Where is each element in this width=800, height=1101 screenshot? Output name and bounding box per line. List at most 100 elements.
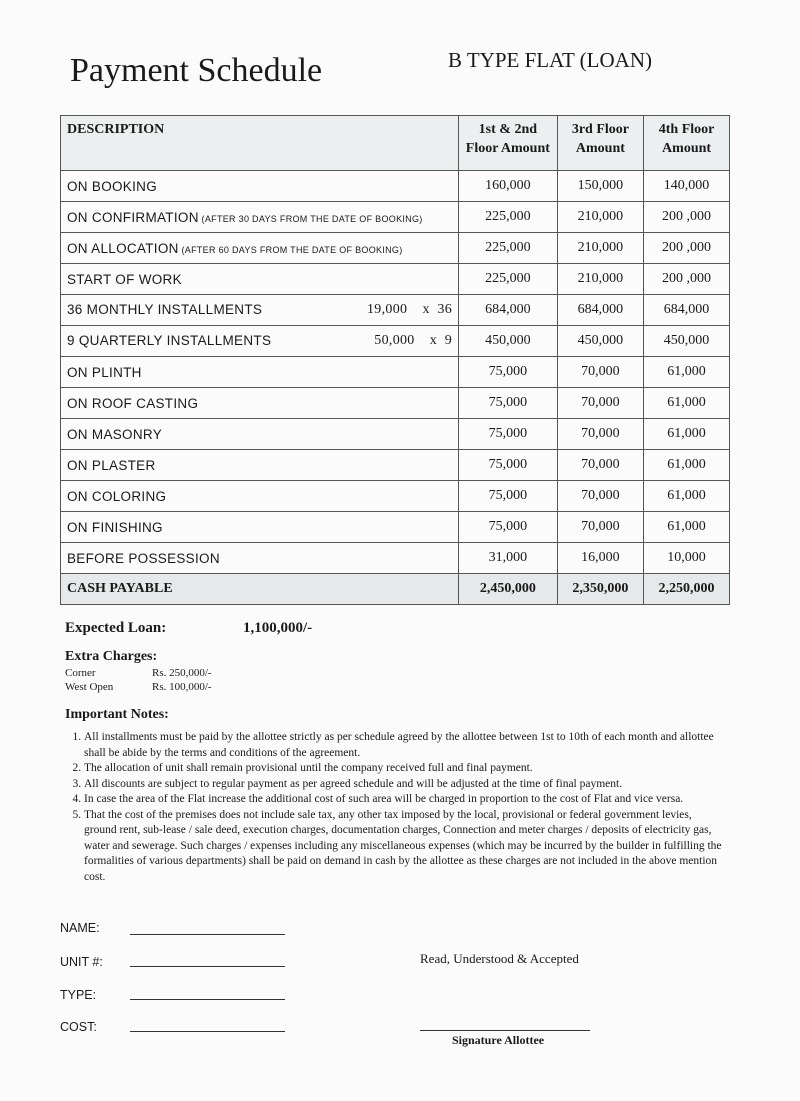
amount-cell: 75,000 [458,449,558,481]
header-floor-4: 4th Floor Amount [643,115,730,171]
row-description: ON PLASTER [60,449,459,481]
note-item: All discounts are subject to regular pay… [84,777,724,793]
amount-cell: 70,000 [556,449,645,481]
table-row: ON PLASTER 75,000 70,000 61,000 [60,449,730,481]
header-floor-3: 3rd Floor Amount [556,115,645,171]
header-floor-1-2: 1st & 2nd Floor Amount [458,115,558,171]
extra-charge-value: Rs. 100,000/- [152,681,212,693]
amount-cell: 684,000 [643,294,730,326]
amount-cell: 16,000 [556,542,645,574]
row-description: ON FINISHING [60,511,459,543]
type-field[interactable] [130,999,285,1000]
extra-charge-value: Rs. 250,000/- [152,667,212,679]
signature-field[interactable] [420,1030,590,1031]
row-label: 36 MONTHLY INSTALLMENTS [67,302,263,317]
row-label: ON PLASTER [67,457,156,473]
amount-cell: 61,000 [643,511,730,543]
amount-cell: 61,000 [643,449,730,481]
amount-cell: 225,000 [458,263,558,295]
installment-rate: 50,000 x 9 [374,333,452,348]
note-item: The allocation of unit shall remain prov… [84,761,724,777]
unit-field[interactable] [130,966,285,967]
table-row: ON FINISHING 75,000 70,000 61,000 [60,511,730,543]
total-amount: 2,450,000 [458,573,558,605]
amount-cell: 210,000 [556,201,645,233]
expected-loan-label: Expected Loan: [65,620,167,636]
signature-label: Signature Allottee [452,1033,545,1047]
amount-cell: 70,000 [556,418,645,450]
name-field[interactable] [130,934,285,935]
extra-charge-label: West Open [65,681,114,693]
cost-label: COST: [60,1020,97,1034]
payment-table: DESCRIPTION 1st & 2nd Floor Amount 3rd F… [60,115,730,605]
amount-cell: 61,000 [643,356,730,388]
row-label: START OF WORK [67,271,182,287]
amount-cell: 70,000 [556,387,645,419]
total-label: CASH PAYABLE [60,573,459,605]
table-row: ON CONFIRMATION (AFTER 30 DAYS FROM THE … [60,201,730,233]
total-amount: 2,250,000 [643,573,730,605]
row-description: ON BOOKING [60,170,459,202]
row-label: ON ROOF CASTING [67,395,199,411]
table-row: ON ROOF CASTING 75,000 70,000 61,000 [60,387,730,419]
note-item: That the cost of the premises does not i… [84,808,724,886]
table-row: BEFORE POSSESSION 31,000 16,000 10,000 [60,542,730,574]
extra-charges-heading: Extra Charges: [65,649,158,664]
amount-cell: 684,000 [458,294,558,326]
amount-cell: 210,000 [556,232,645,264]
amount-cell: 61,000 [643,418,730,450]
amount-cell: 75,000 [458,418,558,450]
extra-charge-label: Corner [65,667,96,679]
table-row: 36 MONTHLY INSTALLMENTS 19,000 x 36 684,00… [60,294,730,326]
row-note: (AFTER 30 DAYS FROM THE DATE OF BOOKING) [198,213,423,224]
table-row: START OF WORK 225,000 210,000 200 ,000 [60,263,730,295]
amount-cell: 61,000 [643,387,730,419]
amount-cell: 210,000 [556,263,645,295]
row-label: ON ALLOCATION [67,240,179,256]
amount-cell: 200 ,000 [643,201,730,233]
amount-cell: 450,000 [458,325,558,357]
amount-cell: 75,000 [458,356,558,388]
amount-cell: 450,000 [556,325,645,357]
row-description: BEFORE POSSESSION [60,542,459,574]
amount-cell: 70,000 [556,480,645,512]
row-note: (AFTER 60 DAYS FROM THE DATE OF BOOKING) [178,244,403,255]
type-label: TYPE: [60,988,97,1002]
row-description: ON MASONRY [60,418,459,450]
notes-list: All installments must be paid by the all… [58,730,724,885]
row-description: ON COLORING [60,480,459,512]
row-label: ON CONFIRMATION [67,209,199,225]
cost-field[interactable] [130,1031,285,1032]
header-description: DESCRIPTION [60,115,459,171]
amount-cell: 200 ,000 [643,232,730,264]
row-description: START OF WORK [60,263,459,295]
table-row: ON BOOKING 160,000 150,000 140,000 [60,170,730,202]
note-item: In case the area of the Flat increase th… [84,792,724,808]
row-description: 36 MONTHLY INSTALLMENTS 19,000 x 36 [60,294,459,326]
notes-heading: Important Notes: [65,707,169,722]
note-item: All installments must be paid by the all… [84,730,724,761]
amount-cell: 31,000 [458,542,558,574]
total-amount: 2,350,000 [556,573,645,605]
amount-cell: 70,000 [556,511,645,543]
accepted-text: Read, Understood & Accepted [420,951,579,966]
row-description: ON PLINTH [60,356,459,388]
row-label: ON PLINTH [67,364,142,380]
row-label: ON BOOKING [67,178,158,194]
row-label: ON MASONRY [67,426,163,442]
amount-cell: 10,000 [643,542,730,574]
page-title: Payment Schedule [70,52,323,89]
row-description: ON CONFIRMATION (AFTER 30 DAYS FROM THE … [60,201,459,233]
unit-label: UNIT #: [60,955,103,969]
row-label: ON FINISHING [67,519,163,535]
amount-cell: 75,000 [458,480,558,512]
row-description: ON ROOF CASTING [60,387,459,419]
table-row: 9 QUARTERLY INSTALLMENTS 50,000 x 9 450,00… [60,325,730,357]
amount-cell: 450,000 [643,325,730,357]
amount-cell: 61,000 [643,480,730,512]
total-row: CASH PAYABLE 2,450,000 2,350,000 2,250,000 [60,573,730,605]
row-description: ON ALLOCATION (AFTER 60 DAYS FROM THE DA… [60,232,459,264]
row-label: 9 QUARTERLY INSTALLMENTS [67,333,272,348]
amount-cell: 160,000 [458,170,558,202]
